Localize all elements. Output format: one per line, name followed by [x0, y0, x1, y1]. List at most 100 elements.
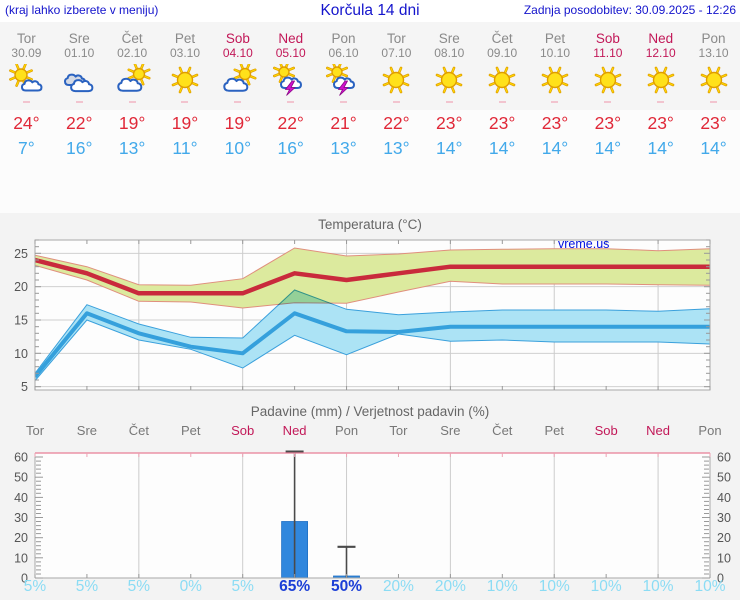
- weather-icon-cell: [476, 62, 529, 100]
- day-high-temp: 24°: [13, 113, 40, 133]
- precip-y-tick-label-left: 20: [14, 531, 28, 545]
- day-column: Sob 11.10 23° 14°: [581, 22, 634, 160]
- vreme-us-watermark-link[interactable]: vreme.us: [558, 237, 610, 251]
- separator-dash: [234, 101, 242, 103]
- temp-y-tick-label: 20: [14, 280, 28, 294]
- day-date: 05.10: [275, 46, 306, 60]
- sunny-icon: [488, 66, 516, 94]
- min-temp-band: [35, 289, 710, 382]
- precip-y-tick-label-left: 40: [14, 491, 28, 505]
- day-column: Tor 07.10 22° 13°: [370, 22, 423, 160]
- day-high-temp: 22°: [383, 113, 410, 133]
- day-column: Sre 01.10 22° 16°: [53, 22, 106, 160]
- top-bar: (kraj lahko izberete v meniju) Korčula 1…: [0, 0, 740, 22]
- day-name: Sre: [438, 31, 460, 46]
- precip-y-tick-label-right: 20: [717, 531, 731, 545]
- day-high-temp: 19°: [118, 113, 146, 133]
- precip-probability-label: 65%: [279, 578, 311, 595]
- separator-dash: [340, 101, 348, 103]
- day-date: 30.09: [11, 46, 42, 60]
- day-date: 01.10: [64, 46, 95, 60]
- separator-dash: [657, 101, 665, 103]
- day-column: Sre 08.10 23° 14°: [423, 22, 476, 160]
- separator-dash: [498, 101, 506, 103]
- precip-y-tick-label-left: 50: [14, 471, 28, 485]
- day-low-temp: 10°: [224, 138, 252, 158]
- day-low-temp: 14°: [436, 138, 463, 158]
- precip-probability-label: 0%: [179, 578, 202, 595]
- day-low-temp: 11°: [172, 138, 198, 158]
- sunny-icon: [594, 66, 622, 94]
- day-low-temp: 14°: [700, 138, 727, 158]
- day-date: 11.10: [593, 46, 623, 60]
- precip-y-tick-label-right: 50: [717, 471, 731, 485]
- weather-icon-cell: [423, 62, 476, 100]
- precip-day-label: Pon: [698, 423, 722, 438]
- weather-icon-cell: [53, 62, 106, 100]
- weather-icon-cell: [211, 62, 264, 100]
- precip-probability-label: 20%: [434, 578, 466, 595]
- precip-y-tick-label-right: 60: [717, 451, 731, 465]
- day-name: Tor: [387, 31, 406, 46]
- partly-cloudy-icon: [223, 64, 257, 92]
- precip-probability-label: 5%: [231, 578, 254, 595]
- separator-dash: [287, 101, 295, 103]
- day-column: Čet 09.10 23° 14°: [476, 22, 529, 160]
- precip-day-label: Sre: [440, 423, 461, 438]
- precip-y-tick-label-right: 40: [717, 491, 731, 505]
- precip-day-label: Sob: [231, 423, 255, 438]
- precip-probability-label: 10%: [486, 578, 518, 595]
- day-date: 02.10: [117, 46, 148, 60]
- weather-icon-cell: [634, 62, 687, 100]
- day-high-temp: 19°: [171, 113, 199, 133]
- precipitation-day-labels: Tor Sre Čet Pet Sob Ned Pon Tor Sre Čet Pet Sob Ned P…: [0, 423, 740, 443]
- day-column: Sob 04.10 19° 10°: [211, 22, 264, 160]
- precip-probability-label: 5%: [127, 578, 151, 595]
- day-name: Pet: [544, 31, 566, 46]
- separator-dash: [445, 101, 453, 103]
- temp-y-tick-label: 10: [14, 347, 28, 361]
- precip-probability-label: 20%: [382, 578, 414, 595]
- day-column: Tor 30.09 24° 7°: [0, 22, 53, 160]
- day-date: 08.10: [434, 46, 465, 60]
- separator-dash: [604, 101, 612, 103]
- day-low-temp: 16°: [66, 138, 93, 158]
- temperature-chart: 5 10 15 20 25: [14, 239, 711, 394]
- weather-icon-cell: [317, 62, 370, 100]
- precip-day-label: Ned: [646, 423, 670, 438]
- precip-day-label: Sob: [594, 423, 618, 438]
- precip-probability-label: 5%: [75, 578, 99, 595]
- separator-dash: [75, 101, 83, 103]
- temp-y-tick-label: 15: [14, 314, 28, 328]
- precip-day-label: Sre: [76, 423, 98, 438]
- day-date: 12.10: [645, 46, 676, 60]
- temp-plot-border: [34, 239, 711, 391]
- day-column: Pet 10.10 23° 14°: [529, 22, 582, 160]
- day-date: 04.10: [222, 46, 253, 60]
- day-high-temp: 23°: [541, 113, 569, 133]
- day-date: 13.10: [698, 46, 729, 60]
- day-name: Pon: [331, 31, 356, 46]
- precip-y-tick-label-left: 30: [14, 511, 28, 525]
- day-date: 09.10: [487, 46, 518, 60]
- precipitation-chart: 0 0 10 10 20 20 30 30 40 40 50 50 60 60: [14, 450, 731, 586]
- day-name: Sre: [68, 31, 90, 46]
- precip-plot-area: [35, 453, 710, 578]
- weather-icon-cell: [581, 62, 634, 100]
- separator-dash: [392, 101, 400, 103]
- weather-icon-cell: [264, 62, 317, 100]
- temp-y-tick-label: 25: [14, 247, 28, 261]
- sunny-icon: [700, 66, 727, 94]
- day-high-temp: 19°: [224, 113, 252, 133]
- weather-icon-cell: [529, 62, 582, 100]
- day-column: Čet 02.10 19° 13°: [106, 22, 159, 160]
- precip-y-tick-label-right: 10: [717, 551, 731, 565]
- day-low-temp: 14°: [647, 138, 674, 158]
- precipitation-chart-title: Padavine (mm) / Verjetnost padavin (%): [250, 404, 490, 419]
- day-column: Ned 05.10 22° 16°: [264, 22, 317, 160]
- day-high-temp: 22°: [277, 113, 304, 133]
- day-high-temp: 23°: [700, 113, 727, 133]
- day-column: Pon 13.10 23° 14°: [687, 22, 740, 160]
- precip-y-tick-label-left: 0: [21, 572, 28, 586]
- day-low-temp: 13°: [383, 138, 410, 158]
